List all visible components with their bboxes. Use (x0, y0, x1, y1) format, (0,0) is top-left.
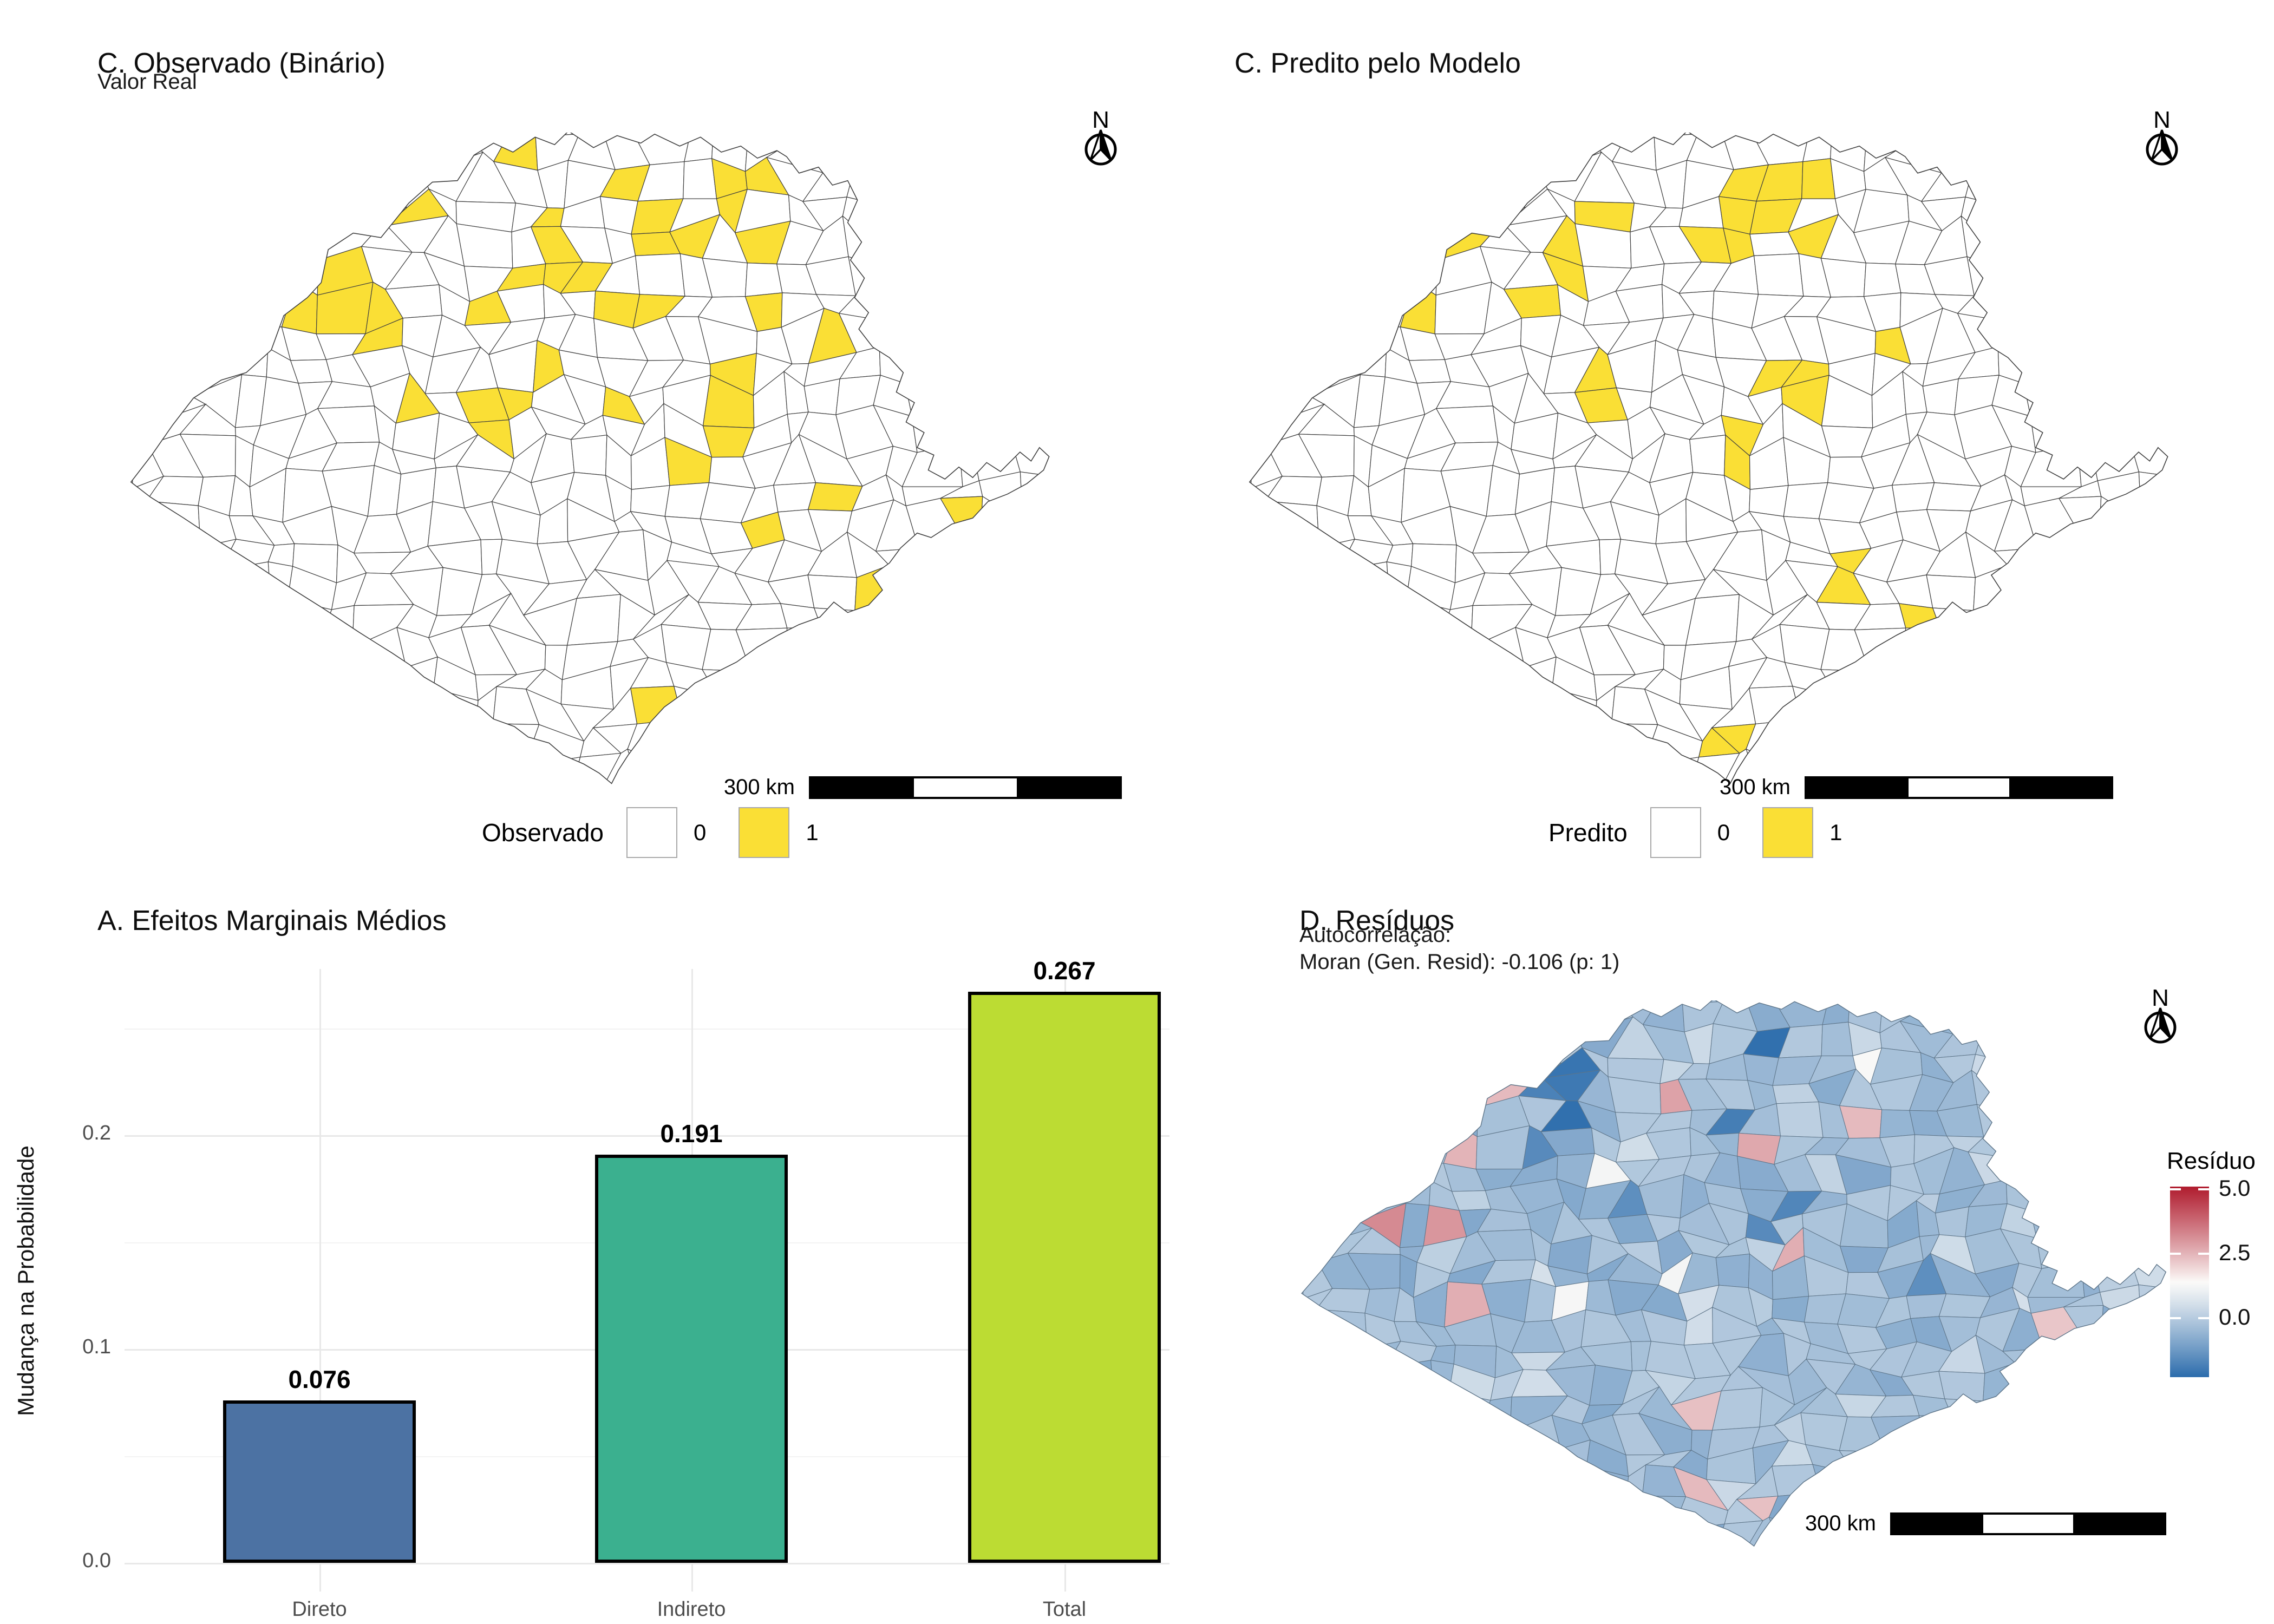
colorbar (2170, 1187, 2209, 1377)
legend-key-1: 1 (806, 820, 819, 845)
panel-observado: C. Observado (Binário) Valor Real N 300 … (0, 0, 1137, 866)
x-category-label: Total (1042, 1598, 1087, 1621)
bar-total (968, 992, 1161, 1563)
map-observado (124, 133, 1055, 793)
colorbar-tick-mark (2198, 1188, 2209, 1190)
x-category-label: Indireto (657, 1598, 726, 1621)
bar-indireto (595, 1154, 788, 1563)
y-tick-label: 0.1 (82, 1335, 111, 1358)
north-label: N (2153, 107, 2171, 133)
colorbar-tick-label: 2.5 (2219, 1239, 2251, 1265)
colorbar-title: Resíduo (2167, 1148, 2256, 1174)
gridline-major (125, 1135, 1169, 1137)
panel-residuos-title: D. Resíduos (1299, 905, 1455, 937)
scale-bar-graphic (1890, 1512, 2166, 1535)
legend-observado: Observado 0 1 (482, 806, 851, 860)
colorbar-tick-mark (2170, 1317, 2181, 1319)
y-tick-label: 0.0 (82, 1549, 111, 1572)
gridline-major (125, 1563, 1169, 1564)
legend-swatch-0 (1650, 807, 1701, 858)
legend-swatch-1 (1762, 807, 1814, 858)
state-outline (1249, 133, 2168, 784)
x-category-label: Direto (292, 1598, 347, 1621)
state-outline (130, 133, 1050, 784)
panel-residuos-subtitle-1: Autocorrelação: (1299, 923, 1452, 947)
legend-swatch-1 (739, 807, 790, 858)
municipality-mesh (1249, 133, 2168, 784)
panel-observado-subtitle: Valor Real (97, 70, 197, 94)
state-outline (1301, 1000, 2167, 1547)
north-label: N (1092, 107, 1109, 133)
scale-bar-graphic (1805, 776, 2113, 799)
y-tick-label: 0.2 (82, 1122, 111, 1144)
north-arrow-icon: N (2136, 985, 2185, 1050)
scale-bar-observado: 300 km (671, 775, 1122, 800)
municipality-mesh (130, 133, 1049, 784)
legend-title: Observado (482, 818, 604, 847)
bar-direto (223, 1400, 416, 1563)
scale-bar-label: 300 km (1805, 1511, 1876, 1535)
legend-key-1: 1 (1829, 820, 1842, 845)
colorbar-tick-mark (2198, 1317, 2209, 1319)
panel-efeitos: A. Efeitos Marginais Médios Mudança na P… (0, 866, 1251, 1624)
municipality-mesh (1302, 1000, 2166, 1547)
colorbar-tick-mark (2170, 1252, 2181, 1255)
gridline-vertical (319, 969, 321, 1592)
colorbar-tick-mark (2198, 1252, 2209, 1255)
panel-predito-title: C. Predito pelo Modelo (1234, 48, 1521, 80)
legend-swatch-0 (626, 807, 678, 858)
north-arrow-icon: N (1076, 107, 1125, 172)
scale-bar-residuos: 300 km (1760, 1511, 2166, 1536)
legend-key-0: 0 (1717, 820, 1730, 845)
bar-value-label: 0.076 (288, 1365, 351, 1393)
panel-efeitos-title: A. Efeitos Marginais Médios (97, 905, 447, 937)
legend-key-0: 0 (694, 820, 707, 845)
scale-bar-label: 300 km (723, 775, 795, 799)
colorbar-tick-label: 0.0 (2219, 1304, 2251, 1330)
panel-predito: C. Predito pelo Modelo N 300 km Predito … (1137, 0, 2274, 866)
y-axis-title: Mudança na Probabilidade (13, 1145, 38, 1416)
colorbar-tick-mark (2170, 1188, 2181, 1190)
colorbar-tick-label: 5.0 (2219, 1175, 2251, 1201)
panel-residuos: D. Resíduos Autocorrelação: Moran (Gen. … (1137, 866, 2274, 1624)
panel-observado-title: C. Observado (Binário) (97, 48, 385, 80)
scale-bar-predito: 300 km (1670, 775, 2113, 800)
legend-title: Predito (1548, 818, 1628, 847)
scale-bar-label: 300 km (1719, 775, 1791, 799)
panel-residuos-subtitle-2: Moran (Gen. Resid): -0.106 (p: 1) (1299, 950, 1620, 974)
north-arrow-icon: N (2138, 107, 2186, 172)
bar-value-label: 0.267 (1033, 957, 1096, 985)
map-residuos (1295, 1000, 2171, 1554)
legend-predito: Predito 0 1 (1548, 806, 1874, 860)
scale-bar-graphic (809, 776, 1122, 799)
north-label: N (2152, 985, 2169, 1011)
bar-value-label: 0.191 (660, 1119, 723, 1148)
gridline-minor (125, 1028, 1169, 1030)
bar-chart-plot-area: 0.076 0.191 0.267 (125, 957, 1169, 1592)
map-predito (1243, 133, 2173, 793)
